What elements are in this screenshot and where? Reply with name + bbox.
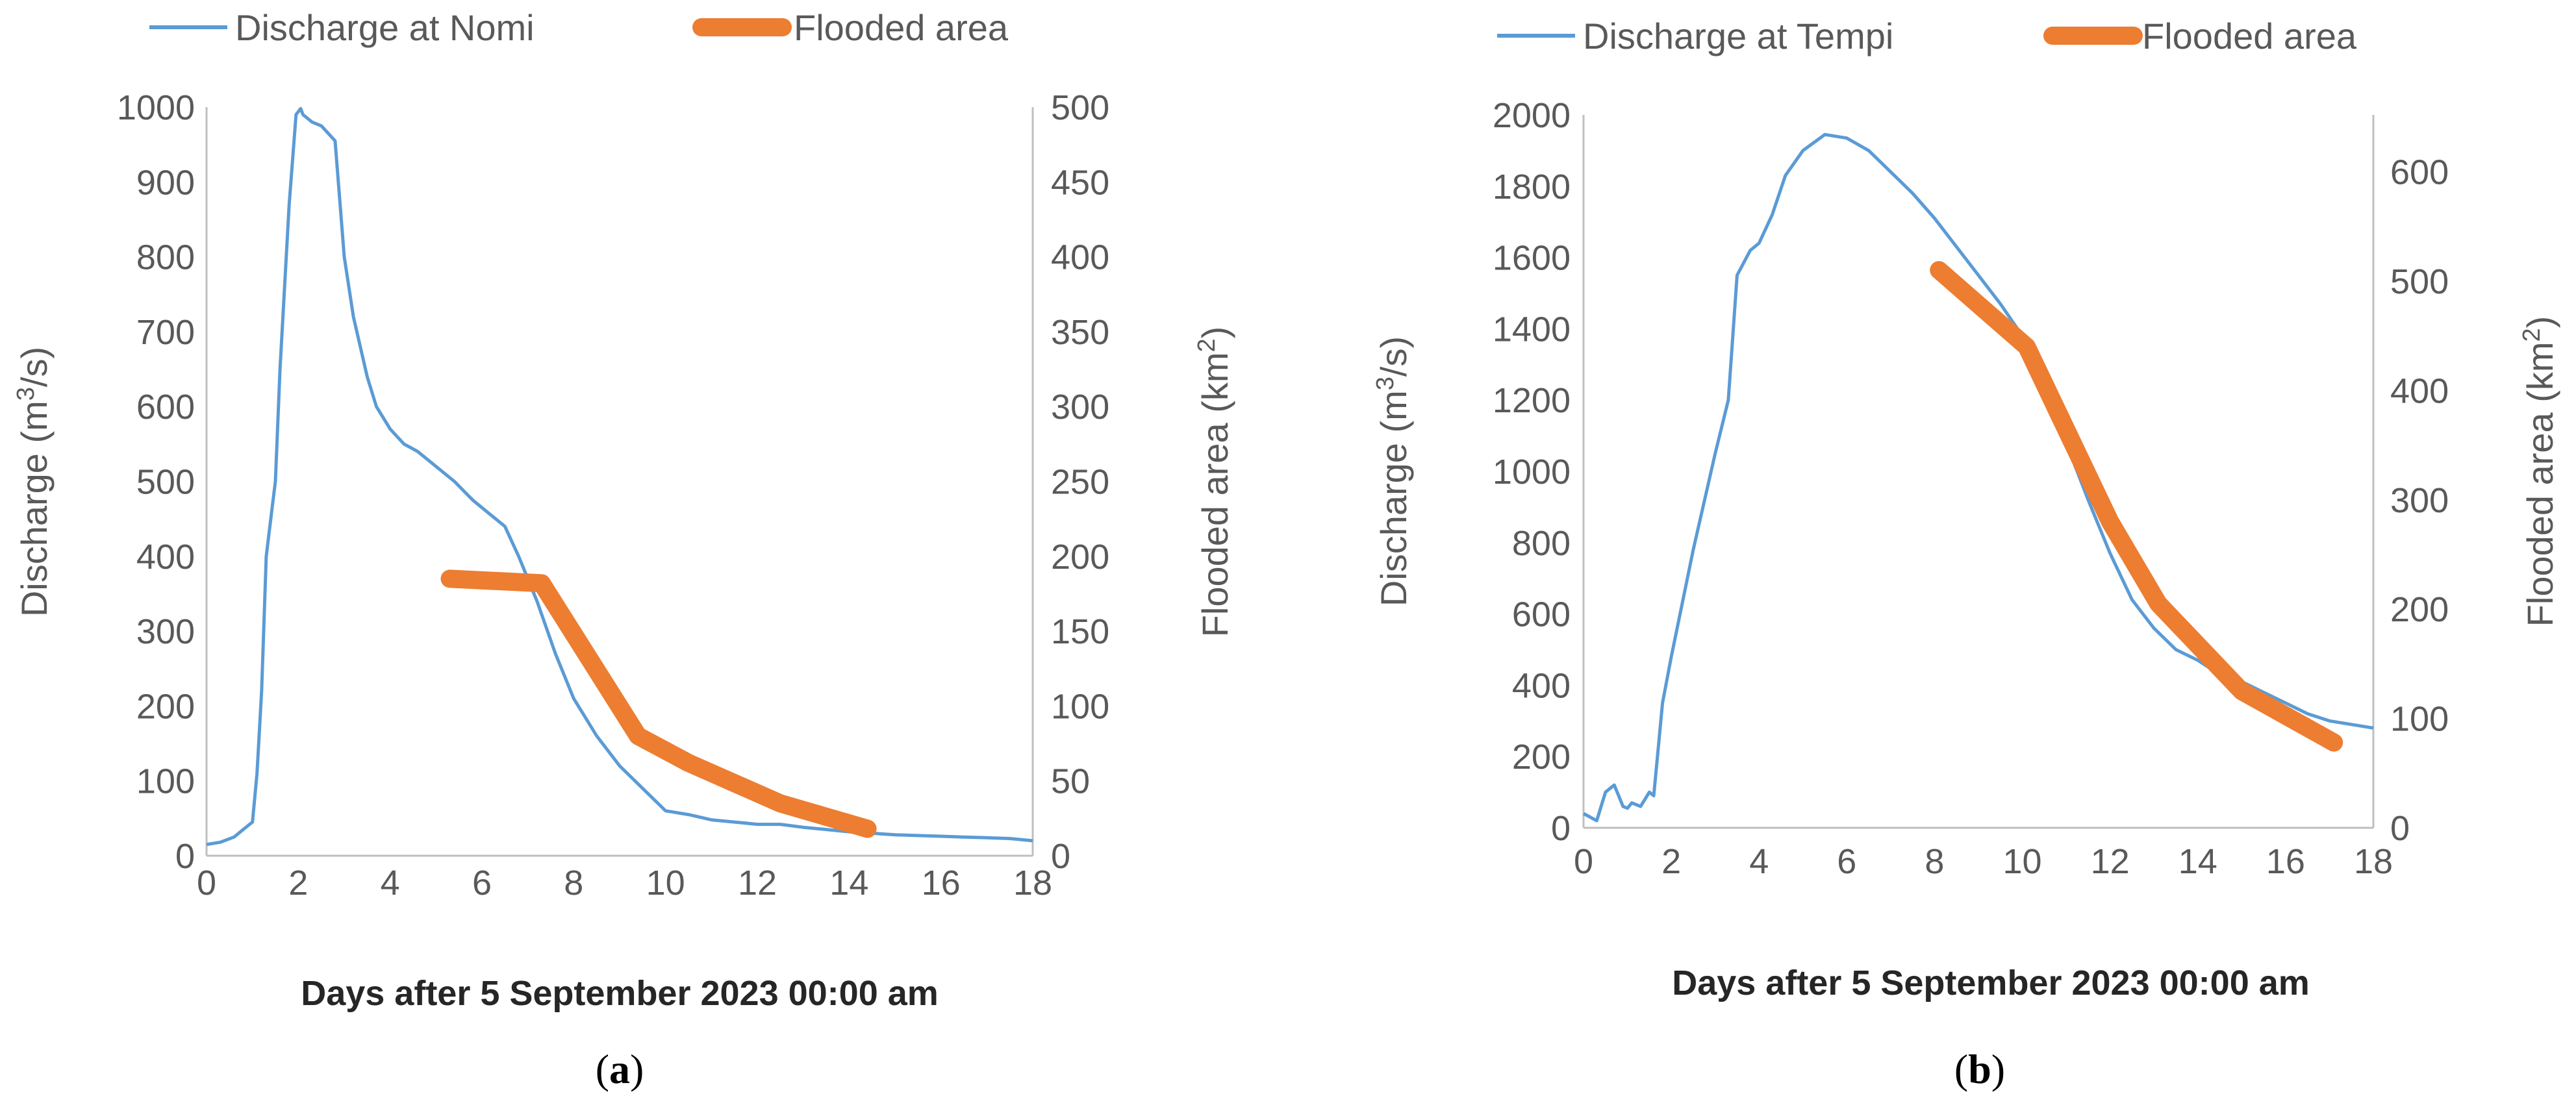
y-tick-right-a: 100 — [1051, 687, 1109, 726]
x-tick-b: 12 — [2091, 842, 2130, 881]
legend-label-flooded-b: Flooded area — [2142, 16, 2357, 56]
y-tick-left-a: 400 — [136, 538, 195, 577]
y-tick-left-a: 300 — [136, 612, 195, 651]
y-tick-left-b: 1000 — [1493, 453, 1571, 491]
x-tick-a: 8 — [564, 864, 583, 902]
y-tick-right-b: 100 — [2390, 700, 2449, 739]
y-tick-right-b: 200 — [2390, 590, 2449, 629]
y-tick-right-a: 400 — [1051, 238, 1109, 277]
series-line-discharge-nomi — [206, 106, 1033, 847]
x-tick-a: 0 — [197, 864, 216, 902]
y-tick-left-b: 600 — [1512, 595, 1571, 634]
x-tick-a: 2 — [288, 864, 308, 902]
x-tick-b: 4 — [1749, 842, 1769, 881]
y-tick-left-a: 1000 — [117, 88, 195, 127]
x-tick-b: 6 — [1837, 842, 1856, 881]
y-tick-left-a: 900 — [136, 163, 195, 202]
y-tick-right-a: 450 — [1051, 163, 1109, 202]
panel-label-b: (b) — [1954, 1046, 2005, 1092]
y-axis-left-label-b: Discharge (m3/s) — [1372, 336, 1414, 606]
y-tick-right-a: 0 — [1051, 837, 1070, 876]
legend-label-discharge-b: Discharge at Tempi — [1583, 16, 1893, 56]
y-tick-right-a: 350 — [1051, 313, 1109, 352]
y-tick-left-b: 0 — [1551, 809, 1571, 848]
y-tick-left-a: 700 — [136, 313, 195, 352]
x-tick-a: 12 — [738, 864, 777, 902]
y-tick-left-a: 0 — [175, 837, 195, 876]
x-tick-a: 6 — [472, 864, 492, 902]
y-tick-left-a: 100 — [136, 762, 195, 801]
series-line-flooded-area-a — [440, 569, 877, 838]
y-tick-left-b: 1400 — [1493, 310, 1571, 349]
x-tick-a: 10 — [646, 864, 685, 902]
legend-label-flooded-a: Flooded area — [794, 7, 1009, 48]
x-tick-a: 14 — [829, 864, 868, 902]
y-tick-left-a: 600 — [136, 388, 195, 427]
y-tick-left-a: 200 — [136, 687, 195, 726]
panel-label-a: (a) — [596, 1046, 644, 1092]
y-axis-right-label-b: Flooded area (km2) — [2518, 316, 2560, 627]
y-tick-left-b: 800 — [1512, 524, 1571, 563]
x-tick-b: 16 — [2266, 842, 2305, 881]
y-tick-left-b: 400 — [1512, 666, 1571, 705]
y-tick-right-b: 500 — [2390, 262, 2449, 301]
x-tick-b: 2 — [1661, 842, 1681, 881]
y-tick-right-a: 200 — [1051, 538, 1109, 577]
x-tick-b: 8 — [1925, 842, 1944, 881]
y-tick-left-b: 1200 — [1493, 381, 1571, 420]
y-tick-right-b: 300 — [2390, 481, 2449, 520]
y-tick-left-b: 200 — [1512, 738, 1571, 777]
y-tick-left-b: 1600 — [1493, 239, 1571, 278]
series-line-flooded-area-b — [1930, 261, 2343, 752]
y-axis-left-label-a: Discharge (m3/s) — [12, 347, 55, 617]
y-tick-right-a: 150 — [1051, 612, 1109, 651]
series-line-discharge-tempi — [1582, 132, 2374, 823]
x-tick-b: 10 — [2003, 842, 2042, 881]
chart-a: Discharge at Nomi Flooded area 010020030… — [12, 7, 1235, 1092]
x-tick-a: 18 — [1013, 864, 1052, 902]
x-tick-a: 16 — [922, 864, 961, 902]
y-tick-right-a: 300 — [1051, 388, 1109, 427]
y-tick-right-b: 600 — [2390, 153, 2449, 192]
chart-b: Discharge at Tempi Flooded area 02004006… — [1372, 16, 2560, 1092]
x-axis-label-b: Days after 5 September 2023 00:00 am — [1672, 964, 2310, 1002]
y-axis-right-label-a: Flooded area (km2) — [1193, 327, 1235, 638]
y-tick-right-b: 400 — [2390, 371, 2449, 410]
y-tick-right-a: 250 — [1051, 463, 1109, 502]
y-tick-right-a: 50 — [1051, 762, 1090, 801]
y-tick-left-a: 800 — [136, 238, 195, 277]
x-tick-b: 0 — [1574, 842, 1593, 881]
x-tick-a: 4 — [381, 864, 400, 902]
x-axis-label-a: Days after 5 September 2023 00:00 am — [301, 974, 939, 1013]
y-tick-right-b: 0 — [2390, 809, 2410, 848]
y-tick-left-a: 500 — [136, 463, 195, 502]
x-tick-b: 18 — [2354, 842, 2393, 881]
y-tick-right-a: 500 — [1051, 88, 1109, 127]
legend-label-discharge-a: Discharge at Nomi — [235, 7, 535, 48]
y-tick-left-b: 2000 — [1493, 96, 1571, 135]
y-tick-left-b: 1800 — [1493, 168, 1571, 206]
x-tick-b: 14 — [2178, 842, 2217, 881]
